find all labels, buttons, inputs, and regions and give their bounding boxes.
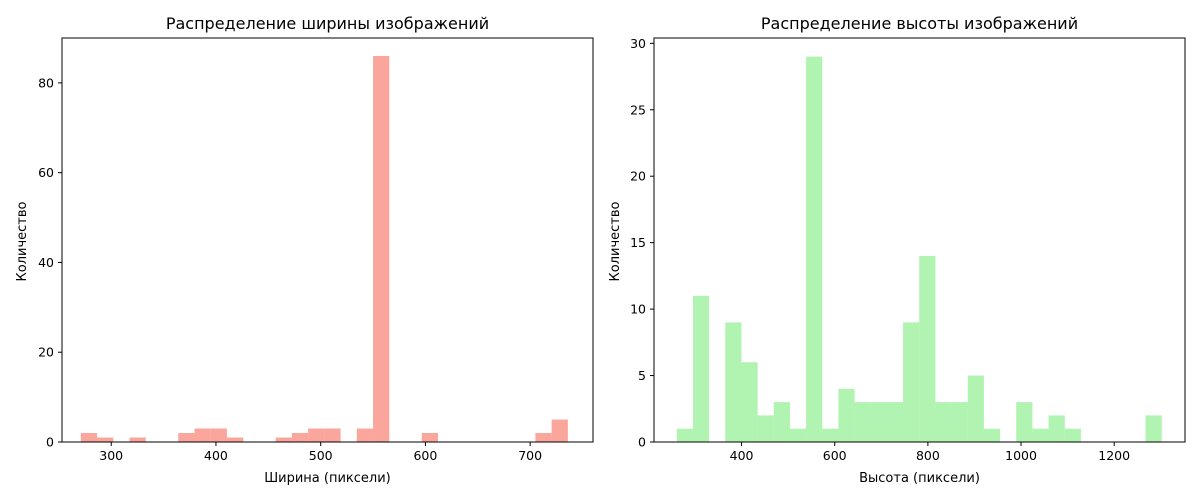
histogram-bar [97,437,114,442]
histogram-bar [822,428,839,442]
histogram-bar [757,415,774,442]
x-tick-label: 600 [413,448,437,463]
x-tick-label: 1000 [1005,448,1037,463]
x-tick-label: 700 [518,448,542,463]
histogram-bar [80,433,98,442]
chart-title: Распределение высоты изображений [761,14,1078,33]
histogram-bar [535,433,552,442]
y-tick-label: 20 [630,169,646,184]
x-tick-label: 1200 [1098,448,1130,463]
histogram-bar [676,428,693,442]
x-tick-label: 600 [823,448,847,463]
histogram-bar [324,428,341,442]
histogram-bar [725,322,742,442]
plot-area: 400 600 800 1000 1200 0 5 10 15 20 25 30 [630,36,1186,463]
histogram-bar [854,402,871,442]
x-axis-label: Ширина (пиксели) [264,471,391,486]
histogram-bar [692,295,710,442]
y-tick-label: 80 [38,75,54,90]
histogram-bar [1064,428,1081,442]
height-histogram: Распределение высоты изображений 400 600 8… [608,14,1186,486]
chart-title: Распределение ширины изображений [166,14,489,33]
histogram-bar [356,428,374,442]
histogram-bar [983,428,1001,442]
histogram-bar [308,428,325,442]
y-tick-label: 60 [38,165,54,180]
histogram-bar [806,56,823,443]
histogram-bar [935,402,952,442]
x-tick-label: 400 [204,448,228,463]
y-tick-label: 40 [38,255,54,270]
histogram-bar [210,428,227,442]
histogram-bar [551,419,568,442]
histogram-bar [373,55,390,443]
histogram-bar [838,388,855,442]
histogram-bar [275,437,292,442]
x-tick-label: 400 [730,448,754,463]
histogram-bar [129,437,146,442]
plot-frame [653,37,1186,443]
histogram-bar [1016,402,1033,442]
plot-area: 300 400 500 600 700 0 20 40 60 80 [38,37,594,463]
x-tick-label: 800 [916,448,940,463]
histogram-bar [1145,415,1162,442]
y-tick-label: 0 [46,435,54,450]
x-axis-label: Высота (пиксели) [859,471,980,486]
y-tick-label: 30 [630,36,646,51]
histogram-bar [178,433,195,442]
histogram-bar [919,255,936,442]
histogram-bar [1048,415,1065,442]
width-histogram: Распределение ширины изображений 300 400 5… [15,14,594,486]
histogram-bar [789,428,807,442]
x-tick-label: 500 [309,448,333,463]
y-tick-label: 10 [630,302,646,317]
histogram-bar [870,402,887,442]
y-tick-label: 20 [38,345,54,360]
y-axis-label: Количество [608,201,623,281]
histogram-bar [421,433,438,442]
x-tick-label: 300 [99,448,123,463]
y-tick-label: 0 [638,435,646,450]
histogram-bar [967,375,984,442]
histogram-bar [1032,428,1049,442]
histogram-bar [741,362,758,442]
histogram-bar [886,402,904,442]
plot-frame [61,37,594,443]
y-tick-label: 5 [638,368,646,383]
histogram-bar [226,437,244,442]
y-tick-label: 25 [630,102,646,117]
histogram-bar [903,322,920,442]
y-tick-label: 15 [630,235,646,250]
histogram-bar [773,402,790,442]
y-axis-label: Количество [15,201,30,281]
histogram-bar [291,433,309,442]
histogram-bar [951,402,968,442]
histogram-bar [194,428,211,442]
